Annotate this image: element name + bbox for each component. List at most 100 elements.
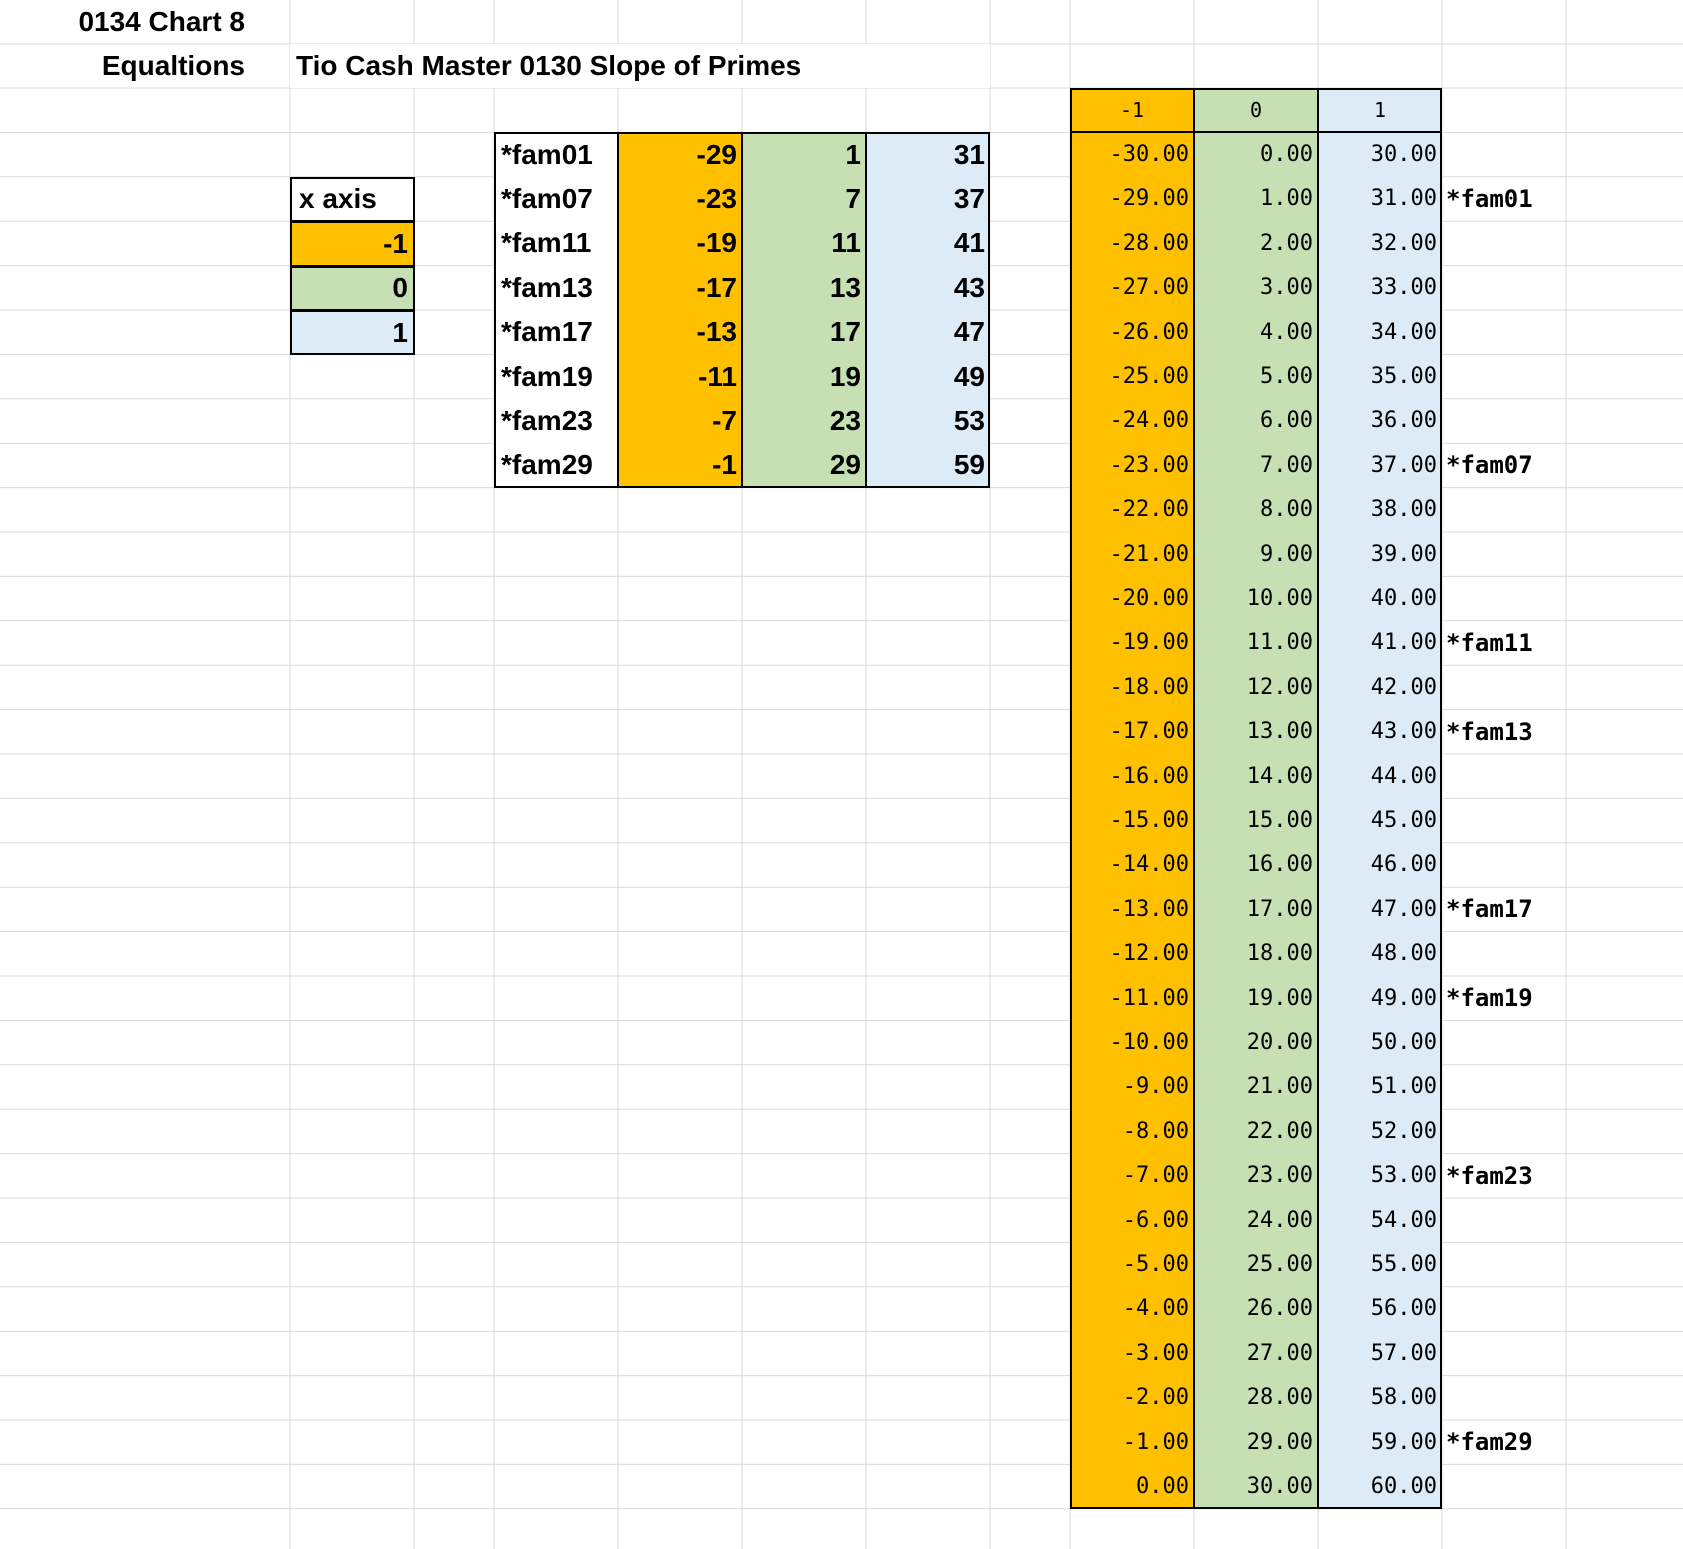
value-zero: 25.00 [1194, 1242, 1318, 1287]
family-name: *fam01 [494, 132, 618, 177]
value-zero: 26.00 [1194, 1286, 1318, 1332]
family-neg-value: -23 [618, 176, 742, 222]
value-table-header-divider [1070, 131, 1442, 134]
value-neg: -30.00 [1070, 132, 1194, 177]
value-neg: -9.00 [1070, 1064, 1194, 1110]
value-neg: -28.00 [1070, 221, 1194, 266]
family-marker-label: *fam13 [1446, 717, 1533, 746]
x-axis-value: -1 [290, 221, 415, 267]
value-table-divider [1317, 88, 1319, 1509]
value-neg: -23.00 [1070, 443, 1194, 488]
family-neg-value: -19 [618, 221, 742, 266]
value-neg: -21.00 [1070, 532, 1194, 577]
value-zero: 4.00 [1194, 310, 1318, 355]
value-neg: -5.00 [1070, 1242, 1194, 1287]
family-name: *fam23 [494, 398, 618, 444]
family-zero-value: 17 [742, 310, 866, 355]
value-neg: -8.00 [1070, 1109, 1194, 1154]
value-neg: -12.00 [1070, 931, 1194, 976]
family-zero-value: 1 [742, 132, 866, 177]
family-pos-value: 49 [866, 354, 990, 399]
family-name: *fam17 [494, 310, 618, 355]
value-neg: -6.00 [1070, 1198, 1194, 1243]
sheet-heading: Tio Cash Master 0130 Slope of Primes [290, 44, 990, 88]
value-zero: 10.00 [1194, 576, 1318, 621]
value-zero: 2.00 [1194, 221, 1318, 266]
family-pos-value: 43 [866, 265, 990, 310]
value-table-border [1070, 88, 1442, 1509]
family-marker-label: *fam17 [1446, 895, 1533, 924]
value-neg: -17.00 [1070, 709, 1194, 754]
value-zero: 18.00 [1194, 931, 1318, 976]
family-marker-label: *fam11 [1446, 628, 1533, 657]
family-neg-value: -17 [618, 265, 742, 310]
value-pos: 54.00 [1318, 1198, 1442, 1243]
x-axis-header: x axis [290, 176, 415, 223]
family-name: *fam13 [494, 265, 618, 310]
family-marker-label: *fam07 [1446, 451, 1533, 480]
value-zero: 13.00 [1194, 709, 1318, 754]
value-pos: 41.00 [1318, 620, 1442, 666]
value-zero: 17.00 [1194, 887, 1318, 932]
family-zero-value: 29 [742, 443, 866, 488]
value-neg: -27.00 [1070, 265, 1194, 310]
family-zero-value: 7 [742, 176, 866, 222]
value-pos: 58.00 [1318, 1375, 1442, 1420]
value-pos: 45.00 [1318, 798, 1442, 843]
value-zero: 20.00 [1194, 1020, 1318, 1065]
value-pos: 32.00 [1318, 221, 1442, 266]
sheet-title: 0134 Chart 8 [78, 6, 245, 37]
family-pos-value: 59 [866, 443, 990, 488]
value-zero: 8.00 [1194, 487, 1318, 532]
value-neg: -22.00 [1070, 487, 1194, 532]
family-table-divider [865, 132, 867, 488]
value-neg: -25.00 [1070, 354, 1194, 399]
value-pos: 47.00 [1318, 887, 1442, 932]
value-zero: 15.00 [1194, 798, 1318, 843]
family-neg-value: -29 [618, 132, 742, 177]
value-pos: 33.00 [1318, 265, 1442, 310]
value-pos: 43.00 [1318, 709, 1442, 754]
value-pos: 38.00 [1318, 487, 1442, 532]
value-pos: 50.00 [1318, 1020, 1442, 1065]
value-pos: 57.00 [1318, 1331, 1442, 1376]
value-table-divider [1193, 88, 1195, 1509]
value-pos: 52.00 [1318, 1109, 1442, 1154]
family-zero-value: 13 [742, 265, 866, 310]
value-zero: 3.00 [1194, 265, 1318, 310]
value-header-neg: -1 [1070, 88, 1194, 133]
family-pos-value: 31 [866, 132, 990, 177]
family-table-divider [617, 132, 619, 488]
family-pos-value: 41 [866, 221, 990, 266]
value-zero: 24.00 [1194, 1198, 1318, 1243]
value-zero: 12.00 [1194, 665, 1318, 710]
value-pos: 39.00 [1318, 532, 1442, 577]
family-table-divider [741, 132, 743, 488]
value-zero: 21.00 [1194, 1064, 1318, 1110]
value-pos: 40.00 [1318, 576, 1442, 621]
value-pos: 36.00 [1318, 398, 1442, 444]
x-axis-value: 0 [290, 265, 415, 311]
family-name: *fam29 [494, 443, 618, 488]
family-zero-value: 23 [742, 398, 866, 444]
family-neg-value: -11 [618, 354, 742, 399]
value-pos: 49.00 [1318, 976, 1442, 1021]
value-zero: 29.00 [1194, 1420, 1318, 1465]
value-header-zero: 0 [1194, 88, 1318, 133]
family-zero-value: 11 [742, 221, 866, 266]
value-neg: -1.00 [1070, 1420, 1194, 1465]
x-axis-value: 1 [290, 310, 415, 356]
value-neg: -26.00 [1070, 310, 1194, 355]
value-neg: -10.00 [1070, 1020, 1194, 1065]
value-neg: 0.00 [1070, 1464, 1194, 1509]
value-pos: 56.00 [1318, 1286, 1442, 1332]
value-neg: -11.00 [1070, 976, 1194, 1021]
value-neg: -24.00 [1070, 398, 1194, 444]
value-neg: -7.00 [1070, 1153, 1194, 1198]
value-pos: 55.00 [1318, 1242, 1442, 1287]
value-zero: 9.00 [1194, 532, 1318, 577]
family-marker-label: *fam29 [1446, 1428, 1533, 1457]
family-pos-value: 37 [866, 176, 990, 222]
value-pos: 51.00 [1318, 1064, 1442, 1110]
value-pos: 48.00 [1318, 931, 1442, 976]
